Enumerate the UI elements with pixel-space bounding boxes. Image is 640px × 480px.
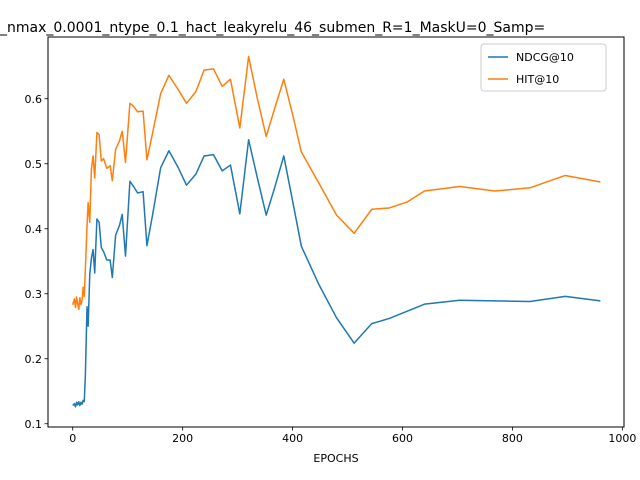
series-line-2 xyxy=(72,55,601,311)
y-tick-label: 0.1 xyxy=(25,418,43,431)
plot-frame xyxy=(47,36,625,428)
x-axis-label: EPOCHS xyxy=(313,452,358,465)
legend-box xyxy=(480,43,607,92)
legend-label-1: NDCG@10 xyxy=(516,51,574,64)
x-tick-label: 800 xyxy=(502,432,523,445)
y-tick-label: 0.4 xyxy=(25,223,43,236)
x-tick-label: 0 xyxy=(69,432,76,445)
chart-title: _nmax_0.0001_ntype_0.1_hact_leakyrelu_46… xyxy=(0,20,545,36)
y-axis-ticks: 0.1 0.2 0.3 0.4 0.5 0.6 xyxy=(25,93,48,431)
series-line-1 xyxy=(72,138,601,408)
series-layer xyxy=(72,55,601,408)
y-tick-label: 0.3 xyxy=(25,288,43,301)
x-tick-label: 600 xyxy=(392,432,413,445)
x-axis-ticks: 0 200 400 600 800 1000 xyxy=(69,427,636,445)
y-tick-label: 0.2 xyxy=(25,353,43,366)
y-tick-label: 0.5 xyxy=(25,158,43,171)
x-tick-label: 1000 xyxy=(608,432,636,445)
legend-label-2: HIT@10 xyxy=(516,73,559,86)
x-tick-label: 200 xyxy=(172,432,193,445)
x-tick-label: 400 xyxy=(282,432,303,445)
y-tick-label: 0.6 xyxy=(25,93,43,106)
legend: NDCG@10 HIT@10 xyxy=(480,43,607,92)
